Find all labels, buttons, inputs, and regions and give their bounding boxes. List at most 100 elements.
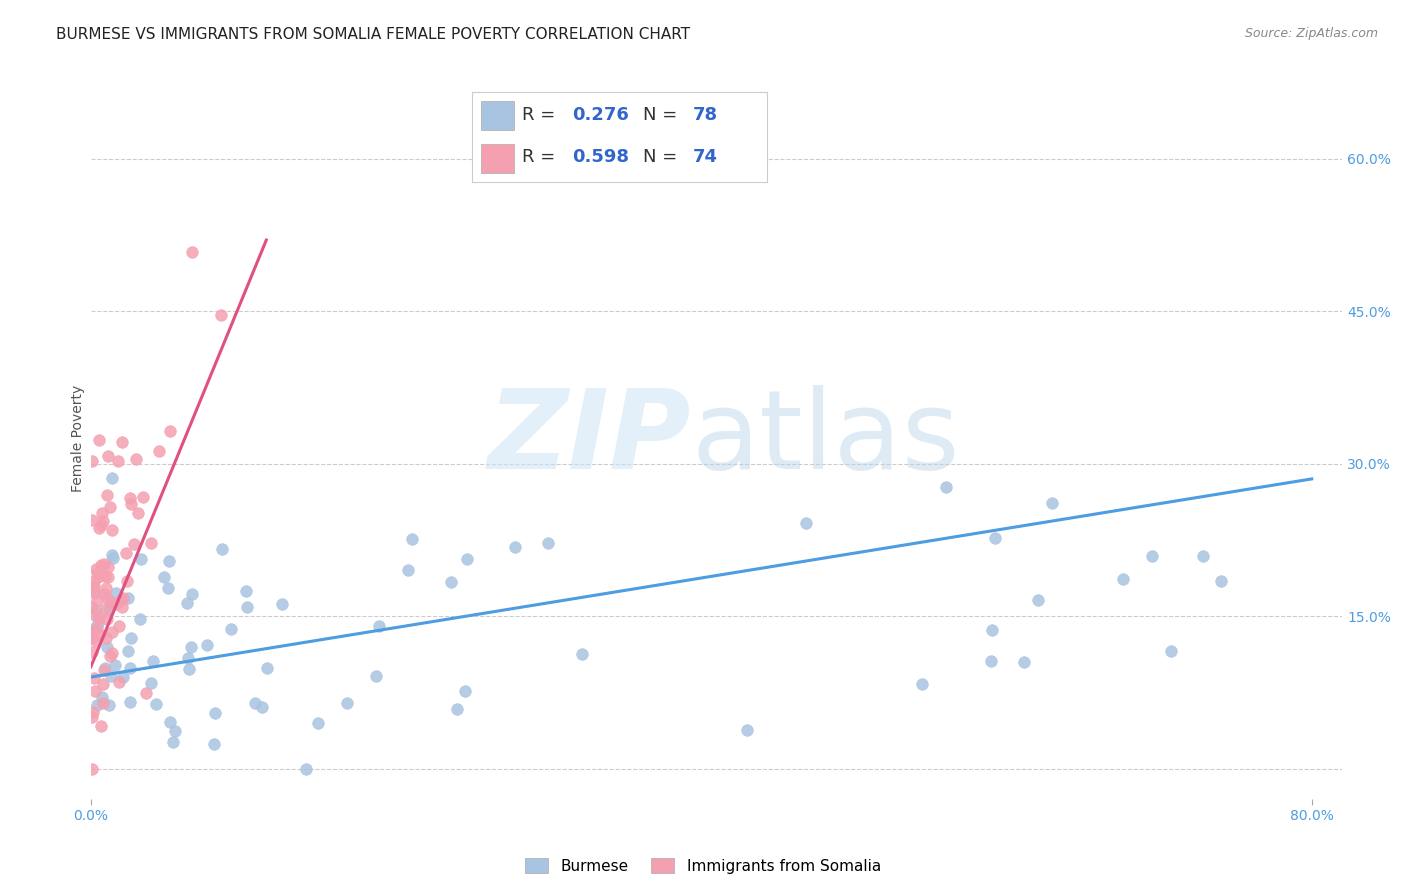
Point (83, 579, 105, 593)
Point (100, 625, 122, 640)
Point (82, 710, 104, 724)
Point (1211, 574, 1233, 588)
Point (1140, 549, 1163, 563)
Text: atlas: atlas (692, 384, 960, 491)
Point (93, 557, 115, 571)
Point (176, 596, 198, 610)
Point (142, 653, 165, 667)
Point (336, 696, 359, 710)
Text: Source: ZipAtlas.com: Source: ZipAtlas.com (1244, 27, 1378, 40)
Point (503, 540, 526, 554)
Point (82, 762, 104, 776)
Point (111, 670, 134, 684)
Point (204, 706, 226, 721)
Point (180, 640, 202, 654)
Point (115, 574, 138, 589)
Point (209, 309, 232, 323)
Point (1026, 592, 1049, 607)
Point (82, 623, 104, 637)
Point (911, 676, 934, 690)
Point (100, 595, 122, 609)
Point (86, 570, 108, 584)
Point (93, 661, 115, 675)
Point (117, 591, 139, 605)
Y-axis label: Female Poverty: Female Poverty (72, 384, 86, 491)
Point (440, 574, 463, 589)
Point (84, 561, 107, 575)
Point (202, 737, 225, 751)
Point (1112, 572, 1135, 586)
Point (94, 632, 117, 646)
Point (89, 610, 111, 624)
Point (91, 677, 114, 691)
Point (984, 531, 1007, 545)
Point (125, 451, 148, 466)
Point (90, 507, 112, 521)
Point (1192, 549, 1215, 564)
Point (97, 560, 120, 574)
Point (97, 602, 120, 616)
Point (100, 669, 122, 683)
Point (162, 734, 184, 748)
Point (537, 536, 560, 550)
Point (735, 723, 758, 737)
Point (97, 449, 120, 463)
Point (93, 586, 115, 600)
Point (118, 695, 141, 709)
Point (100, 649, 122, 664)
Point (83, 671, 105, 685)
Point (159, 714, 181, 729)
Point (93, 663, 115, 677)
Point (129, 552, 152, 566)
Point (94, 581, 117, 595)
Point (454, 683, 477, 698)
Point (101, 471, 124, 485)
Point (96, 591, 118, 606)
Point (96, 612, 118, 626)
Point (195, 639, 218, 653)
Point (87, 521, 110, 535)
Point (110, 592, 132, 607)
Point (101, 646, 124, 660)
Point (270, 597, 292, 611)
Point (114, 546, 136, 560)
Point (84, 603, 107, 617)
Point (94, 569, 117, 583)
Point (294, 762, 316, 776)
Point (84, 634, 107, 648)
Point (90, 558, 112, 572)
Point (177, 651, 200, 665)
Point (118, 661, 141, 675)
Point (90, 690, 112, 705)
Point (91, 696, 114, 710)
Point (111, 600, 134, 615)
Point (401, 532, 423, 546)
Point (112, 591, 135, 605)
Point (307, 715, 329, 730)
Point (90, 719, 112, 733)
Point (128, 612, 150, 626)
Point (243, 696, 266, 710)
Point (1012, 655, 1035, 669)
Point (368, 619, 391, 633)
Text: BURMESE VS IMMIGRANTS FROM SOMALIA FEMALE POVERTY CORRELATION CHART: BURMESE VS IMMIGRANTS FROM SOMALIA FEMAL… (56, 27, 690, 42)
Point (82, 631, 104, 645)
Point (794, 516, 817, 530)
Point (235, 584, 257, 599)
Point (89, 628, 111, 642)
Point (980, 654, 1002, 668)
Point (250, 700, 273, 714)
Point (86, 698, 108, 712)
Point (83, 574, 105, 588)
Point (96, 640, 118, 654)
Point (120, 491, 142, 506)
Point (83, 586, 105, 600)
Point (90, 518, 112, 533)
Point (211, 542, 233, 557)
Point (82, 454, 104, 468)
Point (165, 724, 187, 739)
Point (89, 433, 111, 447)
Point (94, 602, 117, 616)
Point (122, 537, 145, 551)
Point (981, 623, 1004, 637)
